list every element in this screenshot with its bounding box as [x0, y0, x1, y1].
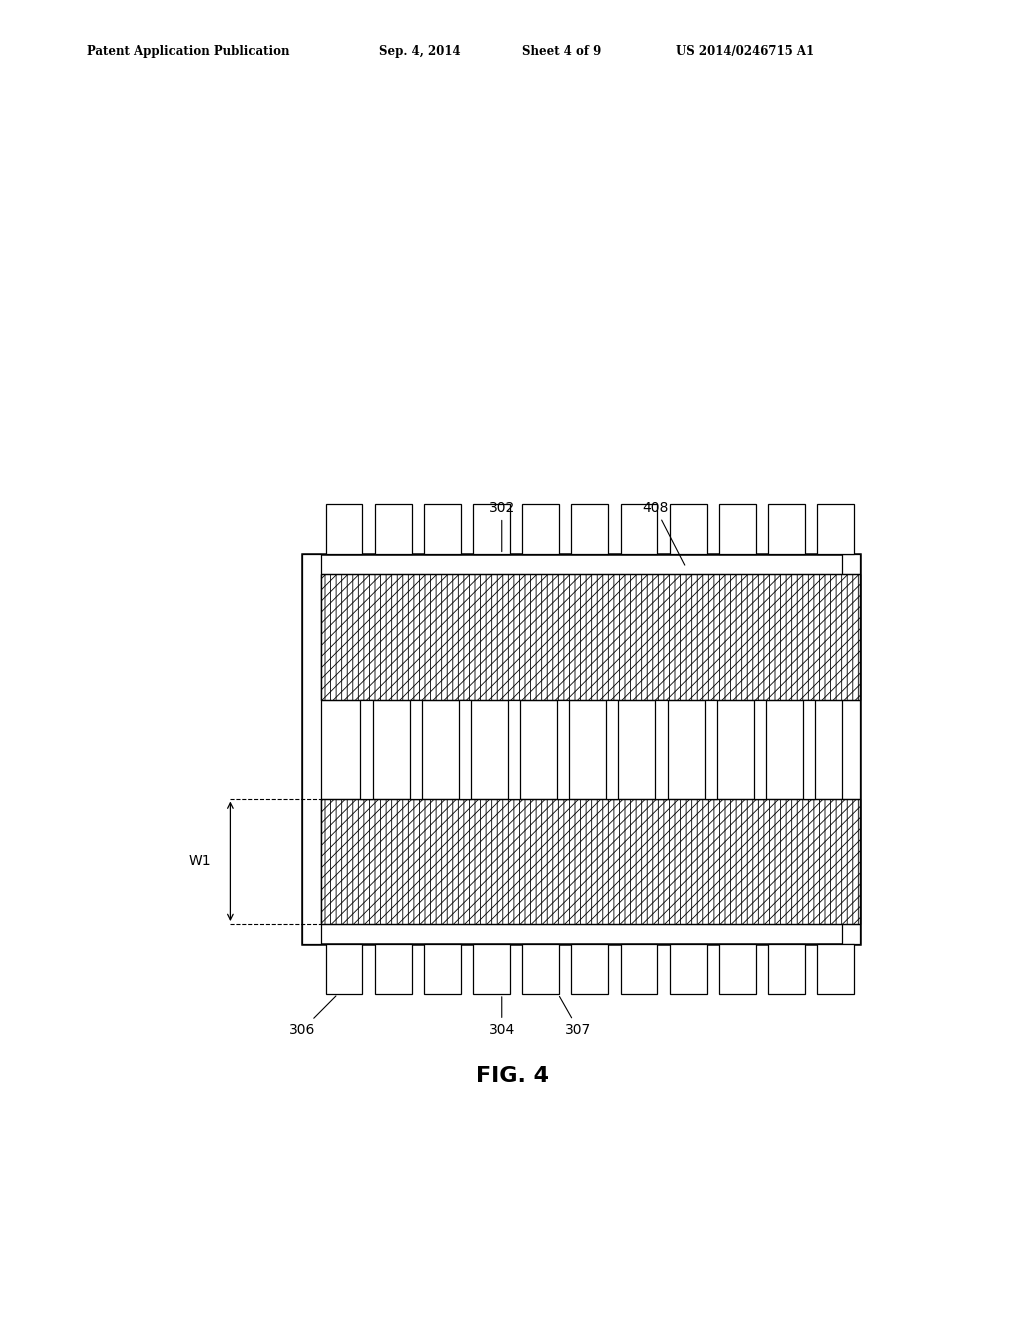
Bar	[817, 504, 854, 554]
Bar	[705, 700, 717, 799]
Text: 304: 304	[488, 997, 515, 1038]
Bar	[571, 944, 608, 994]
Bar	[375, 944, 412, 994]
Bar	[768, 944, 805, 994]
Bar	[321, 574, 860, 700]
Bar	[754, 700, 766, 799]
Bar	[768, 504, 805, 554]
Bar	[326, 944, 362, 994]
Text: 306: 306	[289, 995, 336, 1038]
Bar	[803, 700, 815, 799]
Text: 302: 302	[488, 500, 515, 552]
Text: 307: 307	[559, 997, 592, 1038]
Bar	[606, 700, 618, 799]
Bar	[424, 504, 461, 554]
Bar	[326, 504, 362, 554]
Bar	[621, 504, 657, 554]
Bar	[817, 944, 854, 994]
Bar	[360, 700, 373, 799]
Bar	[302, 554, 321, 944]
Text: FIG. 4: FIG. 4	[475, 1065, 549, 1086]
Bar	[473, 504, 510, 554]
Bar	[670, 944, 707, 994]
Bar	[557, 700, 569, 799]
Bar	[321, 799, 860, 924]
Bar	[842, 554, 860, 944]
Bar	[424, 944, 461, 994]
Text: Sheet 4 of 9: Sheet 4 of 9	[522, 45, 601, 58]
Text: Patent Application Publication: Patent Application Publication	[87, 45, 290, 58]
Bar	[375, 504, 412, 554]
Bar	[719, 504, 756, 554]
Bar	[571, 504, 608, 554]
Bar	[508, 700, 520, 799]
Text: W1: W1	[188, 854, 211, 869]
Bar	[302, 554, 860, 944]
Bar	[321, 574, 860, 700]
Text: 408: 408	[642, 500, 685, 565]
Bar	[719, 944, 756, 994]
Bar	[621, 944, 657, 994]
Bar	[655, 700, 668, 799]
Bar	[473, 944, 510, 994]
Bar	[410, 700, 422, 799]
Text: Sep. 4, 2014: Sep. 4, 2014	[379, 45, 461, 58]
Bar	[670, 504, 707, 554]
Bar	[321, 799, 860, 924]
Text: US 2014/0246715 A1: US 2014/0246715 A1	[676, 45, 814, 58]
Bar	[522, 504, 559, 554]
Bar	[459, 700, 471, 799]
Bar	[522, 944, 559, 994]
